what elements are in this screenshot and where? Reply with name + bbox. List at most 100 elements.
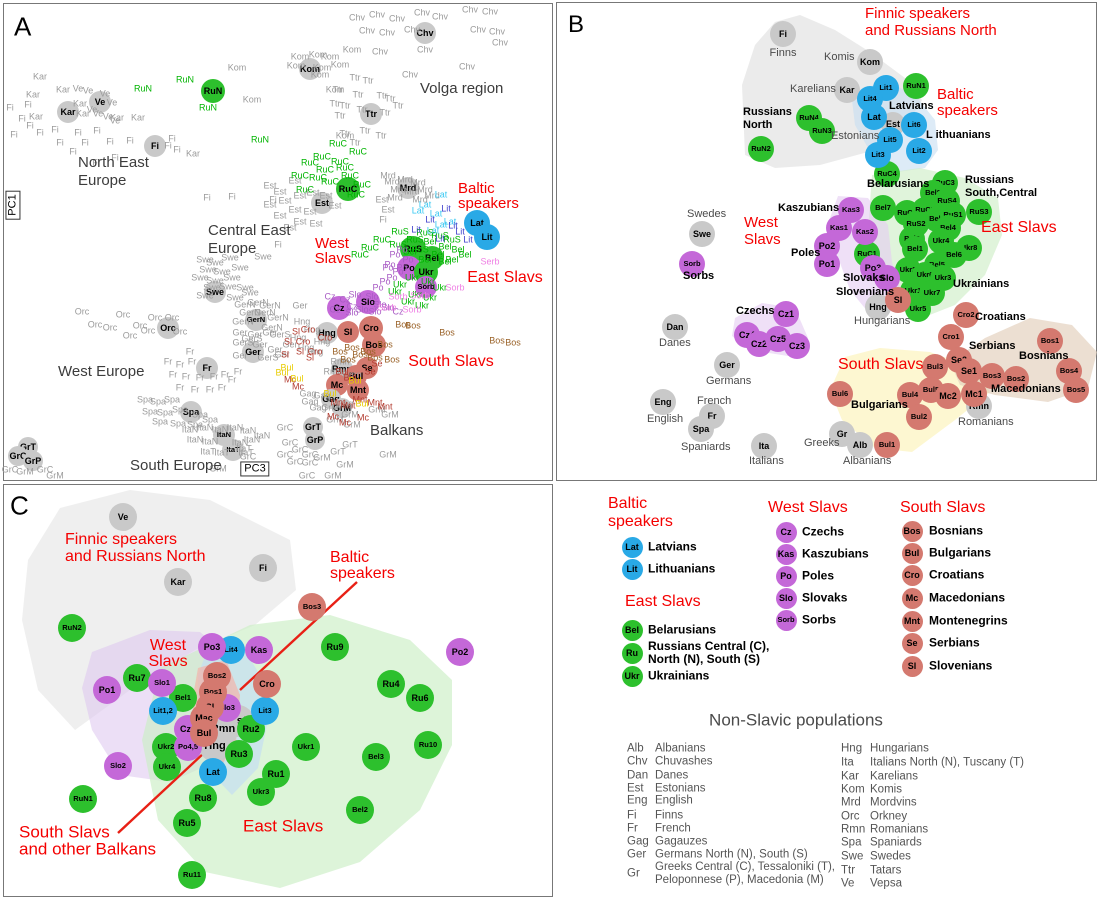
nonslavic-abbr: Ttr [841, 864, 856, 877]
data-point-label: Fr [190, 384, 200, 395]
data-point-label: RuC [320, 176, 340, 187]
data-point-label: Ukr [405, 272, 419, 283]
nonslavic-abbr: Fr [627, 822, 638, 835]
data-point-circle: Bul1 [874, 432, 900, 458]
data-point-label: Lat [443, 216, 457, 227]
data-point-label: Ger [252, 339, 268, 350]
data-point-label: Slo [373, 299, 387, 310]
data-point-label: Fi [203, 192, 211, 203]
data-point-label: Se [364, 366, 376, 377]
data-point-label: RuC [308, 172, 328, 183]
data-point-label: Bos [367, 352, 383, 363]
text-label: Baltic [330, 549, 370, 567]
data-point-label: Fr [205, 384, 215, 395]
data-point-circle: Est [311, 192, 333, 214]
nonslavic-abbr: Dan [627, 769, 649, 782]
data-point-circle: Sl [337, 321, 359, 343]
data-point-label: ItaT [236, 443, 252, 454]
data-point-label: GrC [276, 422, 294, 433]
data-point-label: Slo [368, 306, 382, 317]
data-point-label: Spa [136, 394, 154, 405]
text-label: West [315, 234, 349, 252]
data-point-label: Ttr [384, 93, 396, 104]
data-point-circle: Cz3 [784, 333, 810, 359]
data-point-label: Mrd [424, 190, 440, 201]
data-point-label: Mc [292, 381, 304, 392]
data-point-circle: Kom [857, 49, 883, 75]
data-point-circle: Mc1 [961, 381, 987, 407]
data-point-label: Spa [149, 396, 167, 407]
data-point-label: Bel [403, 246, 417, 257]
data-point-label: Bel [438, 241, 452, 252]
legend-item-name: Belarusians [648, 622, 717, 637]
data-point-label: Ttr [329, 98, 341, 109]
data-point-circle: Lit6 [901, 112, 927, 138]
data-point-label: RuN [133, 83, 153, 94]
data-point-label: ItaN [196, 422, 214, 433]
text-label: West Slavs [768, 499, 848, 517]
nonslavic-name: Swedes [870, 850, 911, 863]
data-point-circle: Bul [901, 542, 923, 564]
text-label: Slovaks [843, 271, 885, 284]
data-point-label: Cro [317, 332, 333, 343]
data-point-label: ItaN [239, 425, 257, 436]
data-point-label: Slo [365, 291, 379, 302]
data-point-circle: Slo [874, 265, 900, 291]
data-point-label: Sl [295, 346, 305, 357]
data-point-circle: Ru1 [262, 760, 290, 788]
data-point-circle: RuN2 [58, 614, 86, 642]
text-label: Bulgarians [851, 398, 908, 411]
text-label: and Russians North [865, 21, 997, 39]
data-point-label: Spa [201, 414, 219, 425]
data-point-label: Ttr [332, 84, 344, 95]
data-point-label: Kom [335, 130, 355, 141]
data-point-label: RuC [348, 146, 368, 157]
nonslavic-name: Estonians [655, 782, 706, 795]
data-point-label: Fi [74, 127, 82, 138]
text-label: Baltic [458, 179, 495, 197]
data-point-circle: Lit1,2 [149, 697, 177, 725]
nonslavic-name: Orkney [870, 810, 908, 823]
data-point-label: Spa [191, 409, 209, 420]
data-point-circle: Eng [650, 389, 676, 415]
data-point-label: Ger [274, 349, 290, 360]
data-point-label: ItaN [181, 424, 199, 435]
data-point-label: Chv [358, 25, 376, 36]
data-point-label: GerN [232, 316, 254, 327]
data-point-label: Mrd [384, 176, 400, 187]
data-point-label: ItaT [238, 447, 254, 458]
data-point-label: Fi [164, 140, 172, 151]
data-point-label: Hng [306, 346, 324, 357]
data-point-label: Lat [418, 199, 432, 210]
data-point-label: RuN [198, 102, 218, 113]
data-point-label: Spa [151, 416, 169, 427]
data-point-circle: RuS3 [966, 199, 992, 225]
data-point-label: Po [389, 249, 401, 260]
data-point-label: Cz [339, 294, 351, 305]
data-point-label: Kar [32, 71, 48, 82]
data-point-label: Bul [335, 366, 349, 377]
legend-item-name: Poles [802, 568, 835, 583]
data-point-label: Bul [280, 362, 294, 373]
nonslavic-name: Germans North (N), South (S) [655, 848, 808, 861]
data-point-circle: Cz [775, 521, 797, 543]
data-point-label: Rmn [342, 369, 362, 380]
nonslavic-name: Mordvins [870, 796, 917, 809]
nonslavic-abbr: Kom [841, 783, 865, 796]
data-point-label: GerN [261, 322, 283, 333]
data-point-label: GrT [342, 439, 358, 450]
data-point-label: Fr [217, 382, 227, 393]
data-point-label: Swe [226, 292, 244, 303]
data-point-label: Kom [325, 84, 345, 95]
text-label: Europe [78, 171, 127, 189]
data-point-circle: Fi [144, 135, 166, 157]
data-point-circle: GrP [23, 451, 43, 471]
data-point-label: Chv [388, 13, 406, 24]
nonslavic-abbr: Ger [627, 848, 647, 861]
data-point-circle: Alb [847, 432, 873, 458]
data-point-label: GrM [336, 459, 354, 470]
data-point-label: Bos [439, 327, 455, 338]
data-point-circle: Lat [621, 536, 643, 558]
text-label: Slovenians [836, 285, 895, 298]
